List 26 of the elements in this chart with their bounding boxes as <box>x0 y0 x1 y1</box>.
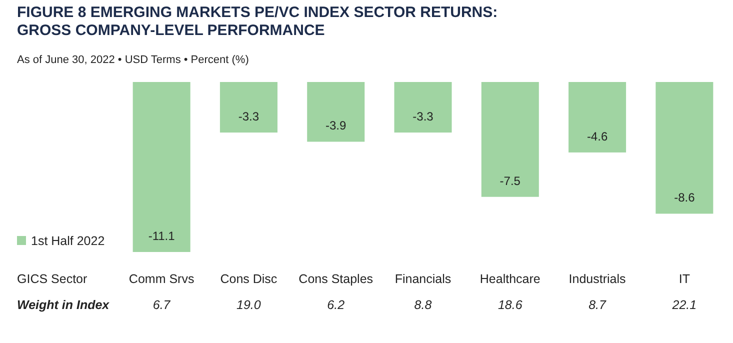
data-label: -7.5 <box>500 174 521 188</box>
data-label: -3.3 <box>238 110 260 124</box>
x-tick-label: Cons Disc <box>220 272 278 286</box>
text: 19.0 <box>236 298 261 312</box>
x-tick-label: Comm Srvs <box>128 272 194 286</box>
x-tick-label: Healthcare <box>480 272 540 286</box>
text: 18.6 <box>498 298 522 312</box>
text: 22.1 <box>671 298 697 312</box>
chart-subtitle: As of June 30, 2022 • USD Terms • Percent (%) <box>17 54 249 66</box>
data-label: -3.9 <box>326 118 347 133</box>
data-label: -4.6 <box>586 129 608 144</box>
text: 8.8 <box>414 298 432 312</box>
data-label: -3.3 <box>412 110 434 124</box>
legend-label: 1st Half 2022 <box>31 234 105 248</box>
text: Weight in Index <box>17 298 110 312</box>
text: 6.7 <box>152 298 172 312</box>
text: 6.2 <box>327 298 345 312</box>
x-tick-label: Industrials <box>568 272 626 286</box>
data-label: -11.1 <box>148 229 176 243</box>
x-tick-label: Financials <box>394 272 452 286</box>
text: 8.7 <box>588 298 608 312</box>
data-label: -8.6 <box>674 190 696 205</box>
chart-title: FIGURE 8 EMERGING MARKETS PE/VC INDEX SECTOR RETURNS: GROSS COMPANY-LEVEL PERFORMANCE <box>17 4 498 39</box>
x-axis-title: GICS Sector <box>17 272 88 286</box>
x-tick-label: IT <box>678 272 690 286</box>
x-tick-label: Cons Staples <box>298 272 374 286</box>
